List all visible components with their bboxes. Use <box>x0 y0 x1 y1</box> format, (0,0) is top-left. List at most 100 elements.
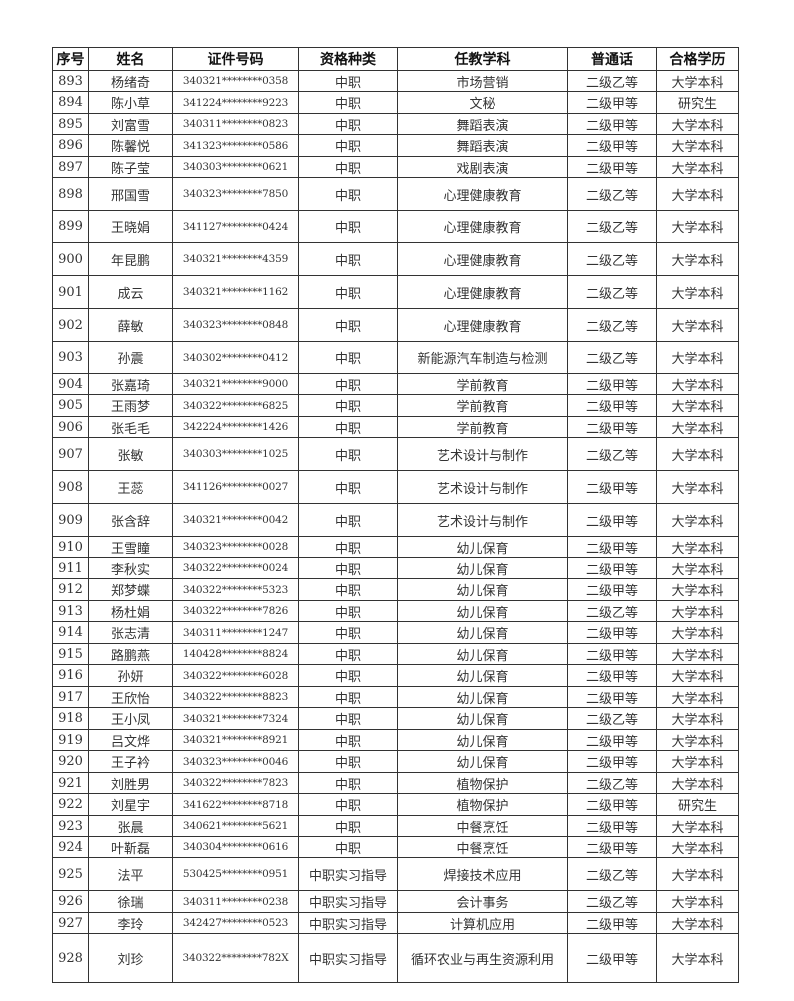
education-cell: 大学本科 <box>656 815 739 837</box>
table-header-row: 序号 姓名 证件号码 资格种类 任教学科 普通话 合格学历 <box>52 47 739 71</box>
mandarin-level-cell: 二级乙等 <box>567 890 657 913</box>
id-number-cell: 341127********0424 <box>172 210 299 243</box>
education-cell: 大学本科 <box>656 341 739 374</box>
header-id-number: 证件号码 <box>172 47 299 71</box>
id-number-cell: 340322********8823 <box>172 686 299 708</box>
mandarin-level-cell: 二级甲等 <box>567 156 657 178</box>
id-number-cell: 140428********8824 <box>172 643 299 665</box>
subject-cell: 艺术设计与制作 <box>397 470 568 504</box>
table-row: 908 王蕊 341126********0027 中职 艺术设计与制作 二级甲等 大学本科 <box>52 470 739 504</box>
education-cell: 大学本科 <box>656 373 739 395</box>
mandarin-level-cell: 二级甲等 <box>567 416 657 438</box>
name-cell: 刘珍 <box>88 933 173 983</box>
name-cell: 李玲 <box>88 912 173 934</box>
education-cell: 大学本科 <box>656 70 739 92</box>
qualification-type-cell: 中职 <box>298 373 398 395</box>
name-cell: 陈子莹 <box>88 156 173 178</box>
subject-cell: 舞蹈表演 <box>397 113 568 135</box>
id-number-cell: 340321********0358 <box>172 70 299 92</box>
name-cell: 王雪瞳 <box>88 536 173 558</box>
qualification-type-cell: 中职 <box>298 536 398 558</box>
table-row: 896 陈馨悦 341323********0586 中职 舞蹈表演 二级甲等 大学本科 <box>52 134 739 157</box>
mandarin-level-cell: 二级甲等 <box>567 729 657 751</box>
subject-cell: 幼儿保育 <box>397 643 568 665</box>
id-number-cell: 342224********1426 <box>172 416 299 438</box>
serial-cell: 928 <box>52 933 89 983</box>
serial-cell: 898 <box>52 177 89 211</box>
qualification-type-cell: 中职 <box>298 503 398 537</box>
id-number-cell: 340321********9000 <box>172 373 299 395</box>
qualification-type-cell: 中职 <box>298 308 398 342</box>
qualification-type-cell: 中职 <box>298 557 398 579</box>
table-row: 900 年昆鹏 340321********4359 中职 心理健康教育 二级乙等 大学本科 <box>52 242 739 276</box>
table-row: 910 王雪瞳 340323********0028 中职 幼儿保育 二级甲等 大学本科 <box>52 536 739 558</box>
mandarin-level-cell: 二级甲等 <box>567 933 657 983</box>
qualification-type-cell: 中职 <box>298 341 398 374</box>
header-education: 合格学历 <box>656 47 739 71</box>
table-row: 920 王子衿 340323********0046 中职 幼儿保育 二级甲等 大学本科 <box>52 750 739 773</box>
education-cell: 大学本科 <box>656 912 739 934</box>
mandarin-level-cell: 二级乙等 <box>567 857 657 891</box>
education-cell: 大学本科 <box>656 242 739 276</box>
education-cell: 大学本科 <box>656 156 739 178</box>
name-cell: 孙妍 <box>88 664 173 687</box>
subject-cell: 新能源汽车制造与检测 <box>397 341 568 374</box>
education-cell: 大学本科 <box>656 275 739 309</box>
name-cell: 陈小草 <box>88 91 173 114</box>
subject-cell: 心理健康教育 <box>397 210 568 243</box>
mandarin-level-cell: 二级甲等 <box>567 686 657 708</box>
serial-cell: 912 <box>52 578 89 601</box>
id-number-cell: 340322********0024 <box>172 557 299 579</box>
id-number-cell: 340322********5323 <box>172 578 299 601</box>
table-row: 922 刘星宇 341622********8718 中职 植物保护 二级甲等 研究生 <box>52 793 739 816</box>
qualification-type-cell: 中职实习指导 <box>298 933 398 983</box>
education-cell: 大学本科 <box>656 503 739 537</box>
header-subject: 任教学科 <box>397 47 568 71</box>
table-row: 927 李玲 342427********0523 中职实习指导 计算机应用 二级甲等 大学… <box>52 912 739 934</box>
subject-cell: 幼儿保育 <box>397 557 568 579</box>
serial-cell: 908 <box>52 470 89 504</box>
education-cell: 大学本科 <box>656 536 739 558</box>
header-serial: 序号 <box>52 47 89 71</box>
id-number-cell: 340322********7826 <box>172 600 299 622</box>
mandarin-level-cell: 二级甲等 <box>567 91 657 114</box>
serial-cell: 902 <box>52 308 89 342</box>
name-cell: 年昆鹏 <box>88 242 173 276</box>
table-row: 925 法平 530425********0951 中职实习指导 焊接技术应用 二级乙等大… <box>52 857 739 891</box>
serial-cell: 925 <box>52 857 89 891</box>
mandarin-level-cell: 二级乙等 <box>567 210 657 243</box>
education-cell: 大学本科 <box>656 750 739 773</box>
mandarin-level-cell: 二级甲等 <box>567 621 657 644</box>
serial-cell: 906 <box>52 416 89 438</box>
subject-cell: 焊接技术应用 <box>397 857 568 891</box>
qualification-type-cell: 中职 <box>298 210 398 243</box>
mandarin-level-cell: 二级乙等 <box>567 600 657 622</box>
mandarin-level-cell: 二级乙等 <box>567 177 657 211</box>
qualification-type-cell: 中职 <box>298 600 398 622</box>
mandarin-level-cell: 二级甲等 <box>567 793 657 816</box>
name-cell: 张晨 <box>88 815 173 837</box>
table-row: 916 孙妍 340322********6028 中职 幼儿保育 二级甲等 大学本科 <box>52 664 739 687</box>
education-cell: 大学本科 <box>656 664 739 687</box>
mandarin-level-cell: 二级甲等 <box>567 557 657 579</box>
table-row: 899 王晓娟 341127********0424 中职 心理健康教育 二级乙等 大学本科 <box>52 210 739 243</box>
name-cell: 张志清 <box>88 621 173 644</box>
mandarin-level-cell: 二级乙等 <box>567 275 657 309</box>
table-row: 901 成云 340321********1162 中职 心理健康教育 二级乙等 大学本科 <box>52 275 739 309</box>
id-number-cell: 340323********7850 <box>172 177 299 211</box>
serial-cell: 916 <box>52 664 89 687</box>
id-number-cell: 340321********0042 <box>172 503 299 537</box>
education-cell: 大学本科 <box>656 578 739 601</box>
serial-cell: 915 <box>52 643 89 665</box>
id-number-cell: 340303********0621 <box>172 156 299 178</box>
mandarin-level-cell: 二级甲等 <box>567 394 657 417</box>
mandarin-level-cell: 二级甲等 <box>567 912 657 934</box>
subject-cell: 学前教育 <box>397 394 568 417</box>
serial-cell: 924 <box>52 836 89 858</box>
qualification-type-cell: 中职 <box>298 177 398 211</box>
qualification-type-cell: 中职 <box>298 621 398 644</box>
name-cell: 路鹏燕 <box>88 643 173 665</box>
subject-cell: 市场营销 <box>397 70 568 92</box>
table-row: 893 杨绪奇 340321********0358 中职 市场营销 二级乙等 大学本科 <box>52 70 739 92</box>
qualification-type-cell: 中职实习指导 <box>298 857 398 891</box>
